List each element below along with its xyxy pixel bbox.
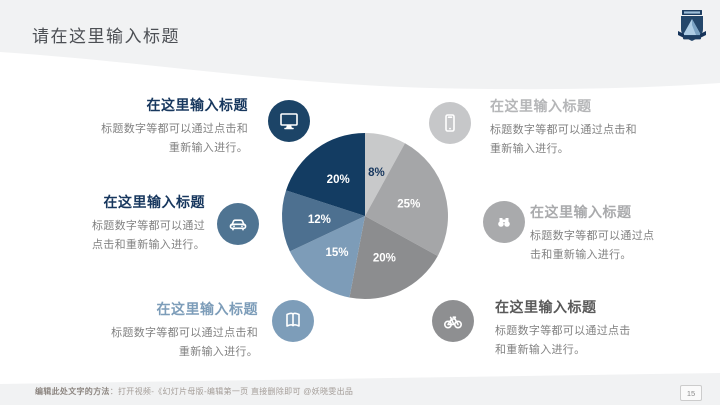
page-number: 15 (680, 385, 702, 401)
text-block-bottom-left: 在这里输入标题 标题数字等都可以通过点击和 重新输入进行。 (66, 299, 258, 362)
text-block-mid-right: 在这里输入标题 标题数字等都可以通过点 击和重新输入进行。 (530, 202, 710, 265)
block-title: 在这里输入标题 (156, 301, 258, 317)
block-body: 标题数字等都可以通过点击和重新输入进行。 (101, 123, 248, 154)
slide-title: 请在这里输入标题 (32, 27, 180, 46)
pie-slice-12% (281, 190, 365, 252)
pie-slice-label: 12% (308, 214, 331, 226)
pie-slice-8% (365, 133, 405, 216)
pie-slice-20% (349, 216, 438, 299)
footer-note-rest: ：打开视频-《幻灯片母版-编辑第一页 直接删除即可 @妖晓雯出品 (109, 387, 354, 396)
block-title: 在这里输入标题 (103, 194, 205, 210)
pie-slice-label: 8% (368, 167, 385, 179)
smartphone-icon (429, 102, 471, 144)
pie-slice-25% (365, 143, 448, 256)
footer-note-lead: 编辑此处文字的方法 (35, 387, 110, 396)
pie-slice-15% (289, 216, 365, 298)
pie-slice-label: 20% (373, 252, 396, 264)
text-block-mid-left: 在这里输入标题 标题数字等都可以通过 点击和重新输入进行。 (15, 192, 205, 255)
pie-slice-label: 25% (397, 198, 420, 210)
block-body: 标题数字等都可以通过点击和重新输入进行。 (490, 124, 637, 155)
car-icon (217, 203, 259, 245)
text-block-bottom-right: 在这里输入标题 标题数字等都可以通过点击 和重新输入进行。 (495, 297, 685, 360)
block-title: 在这里输入标题 (490, 98, 592, 114)
bicycle-icon (432, 300, 474, 342)
text-block-top-left: 在这里输入标题 标题数字等都可以通过点击和 重新输入进行。 (56, 95, 248, 158)
block-title: 在这里输入标题 (495, 299, 597, 315)
block-body: 标题数字等都可以通过点击和重新输入进行。 (530, 230, 655, 261)
block-title: 在这里输入标题 (530, 204, 632, 220)
binoculars-icon (483, 201, 525, 243)
block-body: 标题数字等都可以通过点击和重新输入进行。 (495, 325, 631, 356)
pie-slice-label: 15% (325, 247, 348, 259)
pie-slice-20% (286, 133, 365, 216)
block-title: 在这里输入标题 (146, 97, 248, 113)
block-body: 标题数字等都可以通过点击和重新输入进行。 (92, 220, 205, 251)
pie-slice-label: 20% (327, 174, 350, 186)
book-icon (272, 300, 314, 342)
monitor-icon (268, 100, 310, 142)
school-crest-icon (678, 10, 706, 41)
footer-note: 编辑此处文字的方法：打开视频-《幻灯片母版-编辑第一页 直接删除即可 @妖晓雯出… (35, 386, 353, 397)
school-crest-logo (677, 8, 707, 46)
block-body: 标题数字等都可以通过点击和重新输入进行。 (111, 327, 258, 358)
text-block-top-right: 在这里输入标题 标题数字等都可以通过点击和 重新输入进行。 (490, 96, 690, 159)
